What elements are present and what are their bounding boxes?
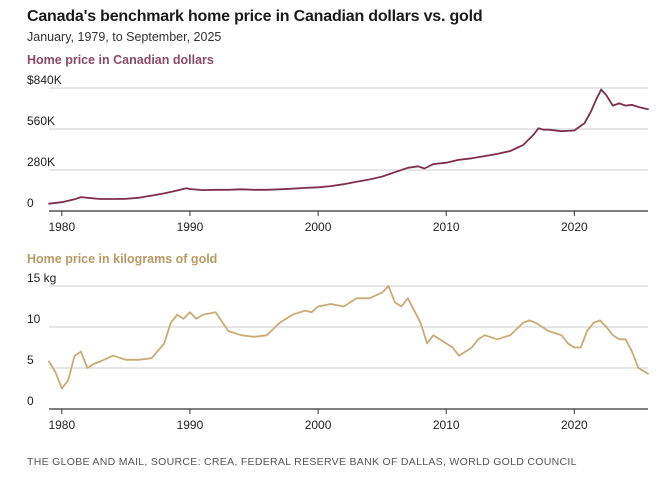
cad-y-tick-label: 0: [27, 196, 34, 210]
chart-home-price-cad: 0 280K 560K $840K 1980 1990 2000 2010 2020: [27, 73, 649, 234]
panel-title-cad: Home price in Canadian dollars: [27, 53, 214, 67]
gold-y-tick-label: 10: [27, 312, 41, 326]
gold-y-tick-label: 5: [27, 353, 34, 367]
cad-x-tick-label: 2000: [305, 220, 332, 234]
chart-home-price-gold: 0 5 10 15 kg 1980 1990 2000 2010 2020: [27, 271, 649, 432]
cad-y-tick-label: 560K: [27, 114, 55, 128]
cad-x-tick-label: 1990: [177, 220, 204, 234]
cad-y-tick-label: $840K: [27, 73, 62, 87]
gold-x-tick-label: 2010: [433, 418, 460, 432]
gold-x-tick-label: 1990: [177, 418, 204, 432]
gold-x-tick-label: 1980: [48, 418, 75, 432]
gold-y-tick-label: 15 kg: [27, 271, 56, 285]
cad-series-line: [48, 88, 649, 205]
panel-title-gold: Home price in kilograms of gold: [27, 252, 218, 266]
cad-x-tick-label: 1980: [48, 220, 75, 234]
gold-y-tick-label: 0: [27, 394, 34, 408]
chart-subtitle: January, 1979, to September, 2025: [27, 30, 222, 44]
gold-x-tick-label: 2000: [305, 418, 332, 432]
gold-series-line: [48, 285, 649, 390]
source-note: THE GLOBE AND MAIL, SOURCE: CREA, FEDERA…: [27, 456, 577, 468]
chart-title: Canada's benchmark home price in Canadia…: [27, 8, 483, 25]
cad-x-tick-label: 2010: [433, 220, 460, 234]
cad-x-tick-label: 2020: [561, 220, 588, 234]
gold-x-tick-label: 2020: [561, 418, 588, 432]
cad-y-tick-label: 280K: [27, 155, 55, 169]
